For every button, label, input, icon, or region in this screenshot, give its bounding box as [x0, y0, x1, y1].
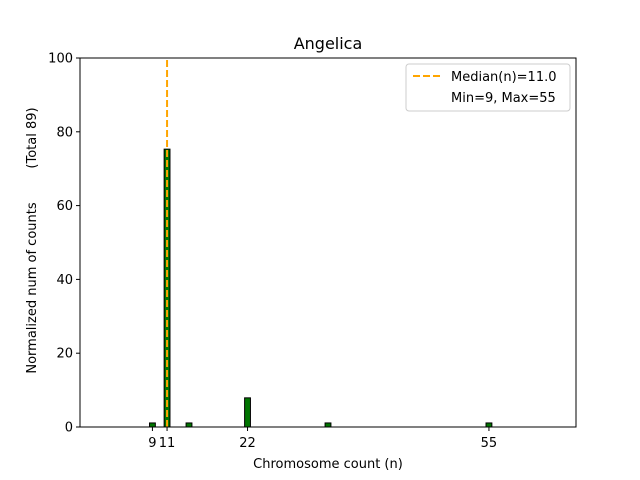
y-axis-ticks: 0 20 40 60 80 100	[48, 52, 80, 436]
plot-frame	[79, 57, 577, 428]
x-axis-ticks: 9 11 22 55	[148, 427, 497, 451]
x-tick-label: 55	[481, 436, 498, 451]
y-tick-label: 100	[48, 52, 73, 67]
y-axis-label-total: (Total 89)	[25, 107, 40, 168]
y-tick-label: 0	[65, 421, 73, 436]
legend-entry-median: Median(n)=11.0	[451, 70, 557, 85]
bar-n-22	[244, 397, 251, 428]
chart-title: Angelica	[294, 34, 363, 53]
bar-n-55	[485, 422, 493, 428]
x-tick-label: 22	[239, 436, 256, 451]
y-tick-label: 60	[56, 199, 73, 214]
x-axis-label: Chromosome count (n)	[253, 457, 403, 472]
y-axis-label: Normalized num of counts	[25, 202, 40, 373]
bar-n-14	[185, 422, 193, 428]
bar-n-33	[324, 422, 332, 428]
legend-box	[405, 63, 571, 112]
legend-entry-range: Min=9, Max=55	[451, 91, 556, 106]
bar-n-9	[148, 422, 156, 428]
y-tick-label: 20	[56, 347, 73, 362]
y-tick-label: 40	[56, 273, 73, 288]
x-tick-label: 11	[159, 436, 176, 451]
legend: Median(n)=11.0 Min=9, Max=55	[405, 63, 571, 112]
y-tick-label: 80	[56, 125, 73, 140]
x-tick-label: 9	[148, 436, 156, 451]
